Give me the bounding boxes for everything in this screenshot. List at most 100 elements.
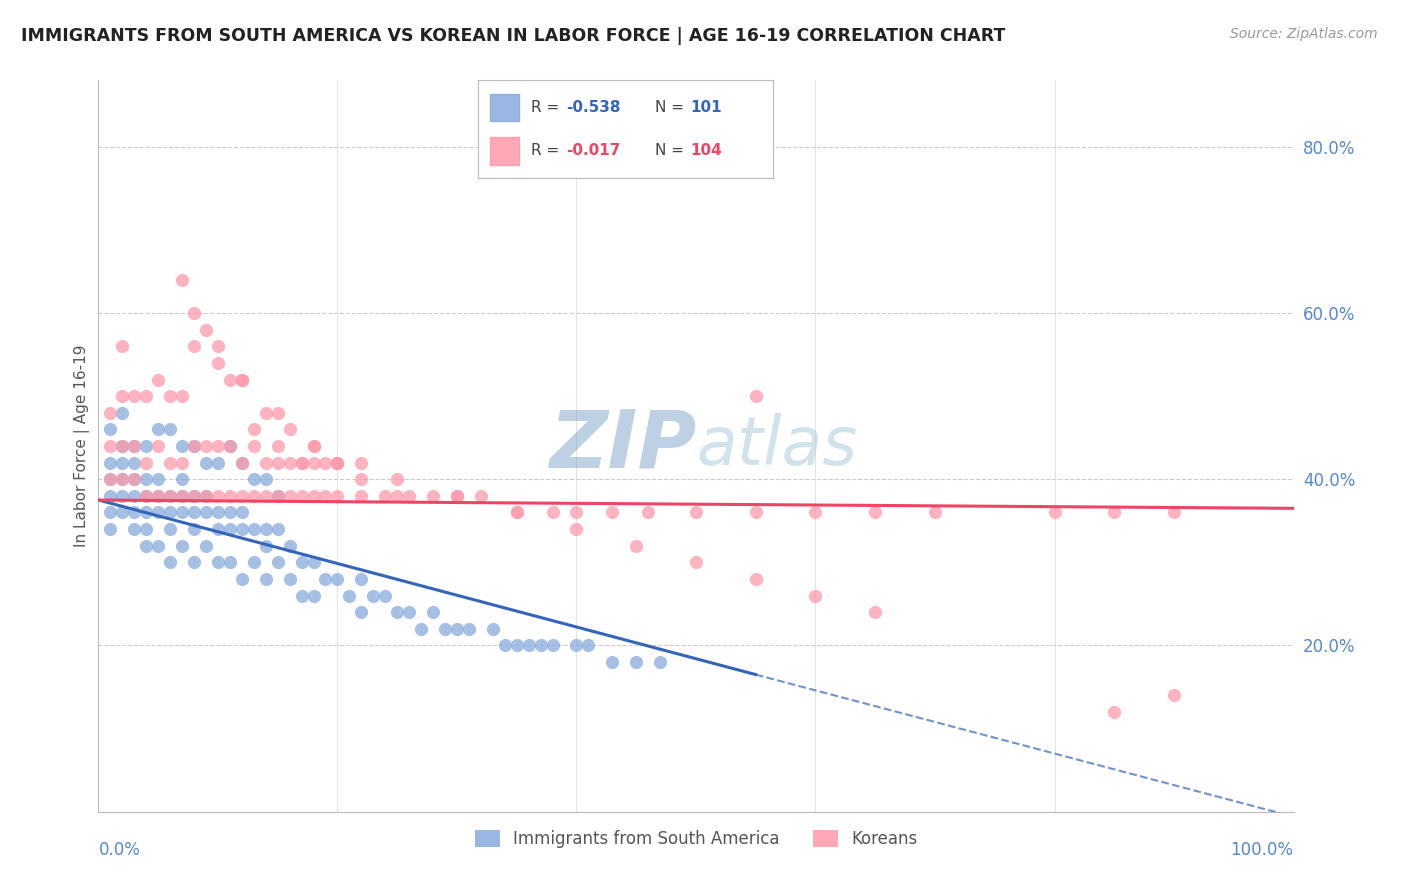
Point (254, 472, 277, 486)
Point (302, 439, 325, 453)
Point (183, 506, 205, 520)
Point (291, 456, 314, 470)
Text: R =: R = (531, 100, 564, 115)
Point (278, 539, 301, 553)
Point (254, 539, 277, 553)
Point (172, 506, 194, 520)
Point (745, 389, 768, 403)
Point (207, 456, 229, 470)
Point (291, 489, 314, 503)
Point (1163, 689, 1185, 703)
Point (685, 506, 707, 520)
Point (124, 439, 146, 453)
Point (124, 439, 146, 453)
Y-axis label: In Labor Force | Age 16-19: In Labor Force | Age 16-19 (75, 344, 90, 548)
Point (350, 472, 373, 486)
Point (98, 489, 122, 503)
Point (135, 506, 157, 520)
Point (530, 639, 553, 653)
Point (302, 489, 325, 503)
Point (254, 456, 277, 470)
Point (195, 489, 218, 503)
Point (541, 639, 564, 653)
Point (207, 506, 229, 520)
Point (183, 522, 205, 536)
Point (159, 456, 181, 470)
Point (195, 456, 218, 470)
Bar (489, 94, 519, 121)
Point (159, 389, 181, 403)
Point (339, 589, 361, 603)
Point (254, 406, 277, 420)
Point (326, 489, 349, 503)
Point (517, 639, 540, 653)
Point (326, 456, 349, 470)
Point (648, 655, 672, 669)
Point (231, 372, 253, 386)
Point (243, 555, 266, 569)
Point (745, 572, 768, 586)
Point (183, 339, 205, 353)
Point (315, 489, 337, 503)
Point (135, 539, 157, 553)
Point (458, 622, 481, 636)
Point (254, 522, 277, 536)
Text: 0.0%: 0.0% (98, 841, 141, 859)
Point (135, 489, 157, 503)
Point (291, 555, 314, 569)
Point (172, 539, 194, 553)
Point (231, 506, 253, 520)
Text: R =: R = (531, 144, 564, 159)
Text: 104: 104 (690, 144, 723, 159)
Point (231, 489, 253, 503)
Point (183, 555, 205, 569)
Point (183, 439, 205, 453)
Point (159, 489, 181, 503)
Point (207, 356, 229, 370)
Point (111, 472, 134, 486)
Point (148, 472, 170, 486)
Point (398, 489, 420, 503)
Point (172, 489, 194, 503)
Point (446, 489, 468, 503)
Point (231, 572, 253, 586)
Point (278, 489, 301, 503)
Point (565, 639, 588, 653)
Text: N =: N = (655, 100, 689, 115)
Point (135, 489, 157, 503)
Text: ZIP: ZIP (548, 407, 696, 485)
Point (207, 339, 229, 353)
Point (685, 555, 707, 569)
Point (111, 472, 134, 486)
Point (363, 589, 385, 603)
Point (207, 555, 229, 569)
Point (422, 489, 444, 503)
Text: 101: 101 (690, 100, 723, 115)
Point (159, 522, 181, 536)
Point (111, 506, 134, 520)
Point (302, 439, 325, 453)
Point (626, 539, 648, 553)
Point (231, 456, 253, 470)
Point (267, 456, 290, 470)
Point (219, 489, 242, 503)
Point (148, 422, 170, 436)
Point (231, 522, 253, 536)
Point (111, 389, 134, 403)
Point (124, 522, 146, 536)
Point (267, 489, 290, 503)
Point (385, 489, 409, 503)
Point (135, 439, 157, 453)
Point (243, 422, 266, 436)
Point (278, 456, 301, 470)
Point (374, 589, 396, 603)
Point (98, 406, 122, 420)
Point (804, 589, 827, 603)
Point (159, 489, 181, 503)
Point (565, 522, 588, 536)
Point (231, 456, 253, 470)
Point (219, 439, 242, 453)
Point (231, 372, 253, 386)
Point (135, 522, 157, 536)
Point (267, 406, 290, 420)
